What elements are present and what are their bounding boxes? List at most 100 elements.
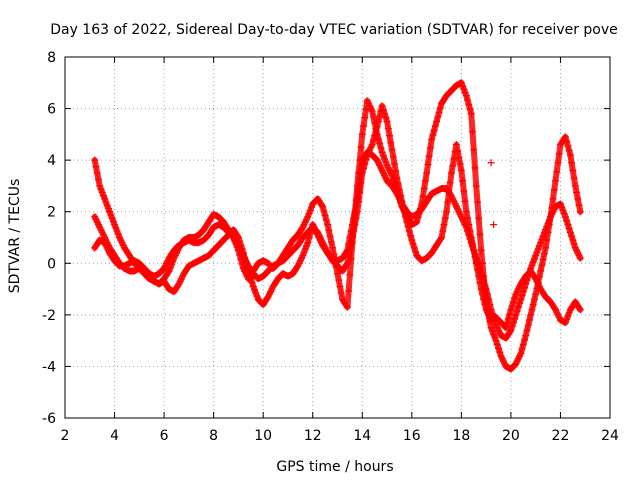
data-point — [425, 152, 433, 160]
data-point — [470, 246, 478, 254]
data-point — [576, 208, 584, 216]
data-point — [114, 230, 122, 238]
data-point — [102, 198, 110, 206]
data-point — [472, 254, 480, 262]
x-tick-label: 18 — [452, 428, 470, 444]
data-point — [435, 108, 443, 116]
data-point — [413, 218, 421, 226]
data-point — [559, 206, 567, 214]
data-point — [382, 114, 390, 122]
data-point — [470, 146, 478, 154]
data-point — [357, 166, 365, 174]
x-tick-label: 2 — [61, 428, 70, 444]
data-point — [378, 148, 386, 156]
data-point — [306, 206, 314, 214]
data-point — [111, 221, 119, 229]
data-point — [528, 306, 536, 314]
x-tick-label: 14 — [353, 428, 371, 444]
data-point — [112, 224, 120, 232]
data-point — [550, 186, 558, 194]
data-point — [574, 195, 582, 203]
data-point — [561, 133, 569, 141]
data-point — [362, 105, 370, 113]
data-point — [573, 188, 581, 196]
data-point — [93, 169, 101, 177]
data-point — [424, 161, 432, 169]
data-point — [537, 267, 545, 275]
data-point — [554, 159, 562, 167]
data-point — [108, 214, 116, 222]
data-point — [475, 214, 483, 222]
data-point — [379, 106, 387, 114]
x-tick-label: 6 — [160, 428, 169, 444]
data-point — [561, 213, 569, 221]
data-point — [252, 289, 260, 297]
data-point — [508, 322, 516, 330]
data-point — [563, 137, 571, 145]
data-point — [166, 264, 174, 272]
data-point — [99, 192, 107, 200]
data-point — [361, 114, 369, 122]
data-point — [511, 361, 519, 369]
data-point — [483, 290, 491, 298]
data-point — [495, 344, 503, 352]
data-point — [379, 152, 387, 160]
data-point — [305, 234, 313, 242]
y-tick-label: -4 — [42, 359, 56, 375]
data-point — [440, 221, 448, 229]
data-point — [374, 117, 382, 125]
data-point — [570, 174, 578, 182]
data-point — [540, 250, 548, 258]
data-point — [369, 113, 377, 121]
data-point — [503, 319, 511, 327]
data-point — [407, 232, 415, 240]
data-point — [564, 142, 572, 150]
data-point — [393, 174, 401, 182]
data-point — [491, 333, 499, 341]
data-point — [460, 187, 468, 195]
y-tick-label: -6 — [42, 411, 56, 427]
data-point — [467, 110, 475, 118]
data-point — [439, 227, 447, 235]
data-point — [457, 79, 465, 87]
data-point — [539, 232, 547, 240]
data-point — [517, 350, 525, 358]
data-point — [444, 198, 452, 206]
data-point — [459, 82, 467, 90]
data-point — [386, 132, 394, 140]
data-point — [469, 128, 477, 136]
data-point — [516, 299, 524, 307]
data-point — [556, 200, 564, 208]
data-point — [91, 156, 99, 164]
data-point — [251, 286, 259, 294]
x-axis-label: GPS time / hours — [276, 459, 393, 475]
data-point — [394, 180, 402, 188]
data-point — [530, 255, 538, 263]
data-point — [106, 208, 114, 216]
data-point — [506, 310, 514, 318]
data-point — [381, 155, 389, 163]
data-point — [312, 227, 320, 235]
data-point — [441, 214, 449, 222]
data-point — [368, 141, 376, 149]
data-point — [428, 136, 436, 144]
data-point — [462, 208, 470, 216]
data-point — [335, 276, 343, 284]
data-point — [543, 223, 551, 231]
x-tick-label: 12 — [304, 428, 322, 444]
data-point — [469, 243, 477, 251]
data-point — [438, 234, 446, 241]
data-point — [552, 177, 559, 185]
data-point — [436, 104, 444, 112]
data-point — [538, 261, 546, 269]
data-point — [457, 166, 465, 174]
data-point — [527, 264, 535, 272]
data-point — [337, 289, 345, 297]
data-point — [392, 167, 400, 175]
data-point — [322, 216, 330, 224]
data-point — [471, 250, 479, 258]
data-point — [519, 288, 527, 296]
data-point — [303, 242, 311, 250]
